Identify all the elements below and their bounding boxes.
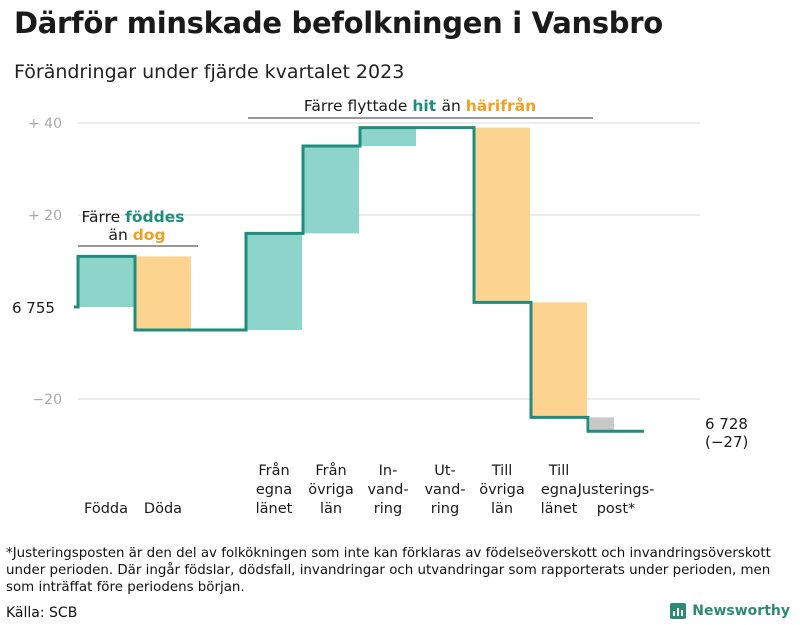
waterfall-bar	[303, 146, 359, 234]
category-label: län	[491, 501, 513, 517]
category-label: Justerings-	[577, 482, 655, 498]
category-label: Döda	[144, 501, 182, 517]
category-label: vand-	[367, 482, 408, 498]
waterfall-chart: + 40 + 20 −20 6 755 6 728(−27) Födda Döda Från e…	[12, 96, 748, 517]
brand-logo: Newsworthy	[670, 603, 790, 619]
page-subtitle: Förändringar under fjärde kvartalet 2023	[14, 61, 405, 83]
category-label: Till	[548, 463, 570, 479]
category-label: länet	[541, 501, 578, 517]
page-title: Därför minskade befolkningen i Vansbro	[14, 6, 663, 40]
waterfall-bar	[78, 256, 134, 307]
category-label: övriga	[479, 482, 525, 498]
annotation-birth-line1: Färre föddes	[82, 208, 185, 226]
brand-name: Newsworthy	[692, 603, 790, 619]
waterfall-bar	[360, 127, 416, 146]
waterfall-bar	[135, 256, 191, 330]
waterfall-bar	[590, 417, 614, 432]
footnote: *Justeringsposten är den del av folkökni…	[6, 546, 771, 595]
waterfall-bar	[531, 302, 587, 418]
annotation-birth-line2: än dog	[108, 226, 165, 244]
y-tick-label: + 40	[28, 116, 62, 132]
waterfall-bar	[474, 127, 530, 303]
cumulative-line	[74, 126, 644, 433]
category-label: Födda	[84, 501, 128, 517]
waterfall-bar	[246, 233, 302, 330]
category-label: post*	[597, 501, 636, 517]
source-note: Källa: SCB	[6, 605, 78, 621]
category-label: Ut-	[434, 463, 456, 479]
category-label: In-	[379, 463, 398, 479]
category-label: vand-	[424, 482, 465, 498]
category-label: län	[320, 501, 342, 517]
category-label: egna	[256, 482, 292, 498]
category-label: ring	[374, 501, 402, 517]
category-label: egna	[541, 482, 577, 498]
category-label: länet	[256, 501, 293, 517]
category-label: Från	[258, 462, 289, 479]
annotation-migration: Färre flyttade hit än härifrån	[304, 96, 536, 115]
category-label: Från	[315, 462, 346, 479]
category-label: Till	[491, 463, 513, 479]
end-value-label: 6 728	[705, 415, 748, 433]
category-label: övriga	[308, 482, 354, 498]
y-tick-label: −20	[32, 392, 62, 408]
bar-chart-icon	[670, 603, 687, 619]
category-label: ring	[431, 501, 459, 517]
y-tick-label: + 20	[28, 208, 62, 224]
start-value-label: 6 755	[12, 299, 55, 317]
end-change-label: (−27)	[705, 433, 748, 451]
